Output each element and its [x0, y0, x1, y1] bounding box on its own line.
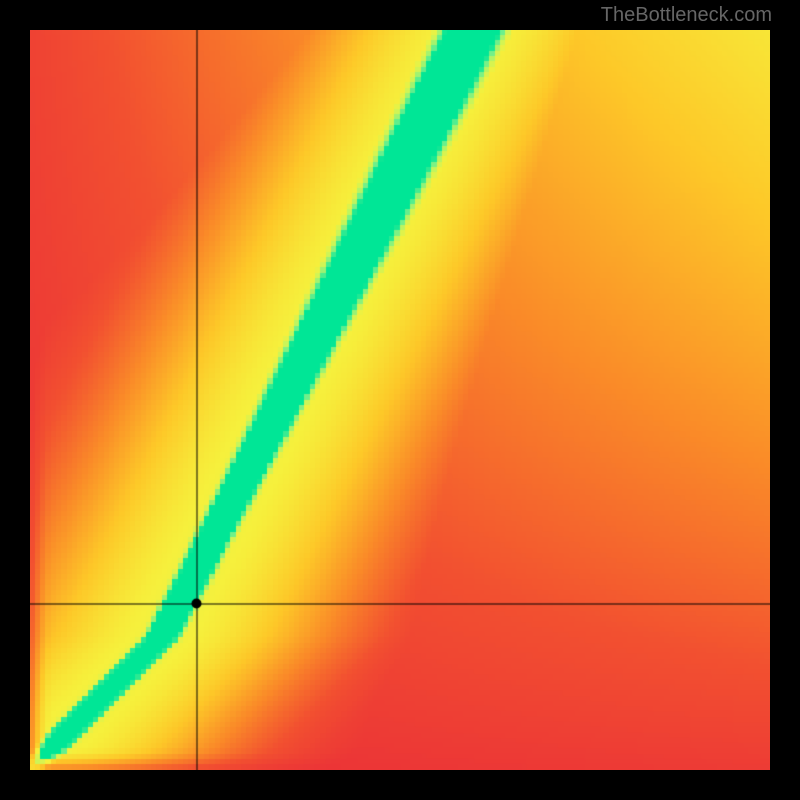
- heatmap-plot: [30, 30, 770, 770]
- heatmap-canvas: [30, 30, 770, 770]
- watermark-text: TheBottleneck.com: [601, 4, 772, 27]
